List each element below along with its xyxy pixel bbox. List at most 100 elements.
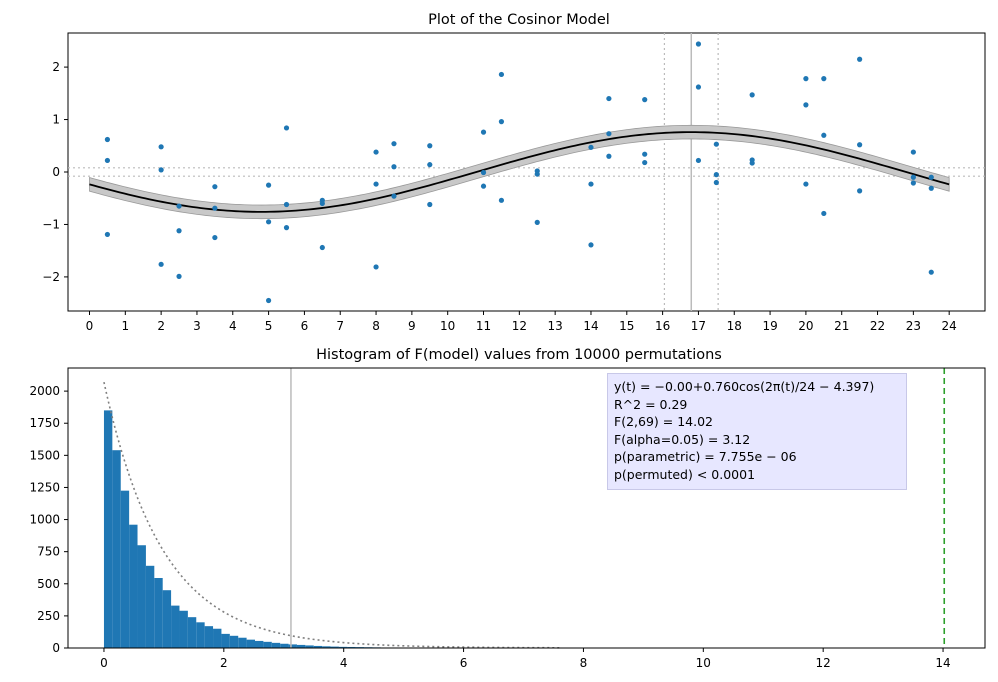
data-point: [910, 180, 916, 186]
x-tick-label: 15: [619, 319, 634, 333]
data-point: [713, 141, 719, 147]
data-point: [158, 144, 164, 150]
histogram-bar: [254, 640, 264, 648]
x-tick-label: 23: [906, 319, 921, 333]
data-point: [857, 56, 863, 62]
histogram-bar: [162, 590, 172, 648]
x-tick-label: 18: [727, 319, 742, 333]
data-point: [803, 102, 809, 108]
histogram-bar: [313, 645, 323, 648]
histogram-bar: [171, 605, 180, 648]
y-tick-label: −2: [42, 270, 60, 284]
histogram-bar: [229, 635, 239, 648]
histogram-bar: [196, 622, 205, 648]
y-tick-label: 1250: [29, 480, 60, 494]
y-tick-label: 1750: [29, 416, 60, 430]
data-point: [821, 76, 827, 82]
x-tick-label: 7: [336, 319, 344, 333]
f-density-curve: [103, 381, 560, 649]
data-point: [821, 132, 827, 138]
x-tick-label: 11: [476, 319, 491, 333]
data-point: [212, 205, 218, 211]
histogram-bar: [221, 633, 230, 648]
data-point: [534, 219, 540, 225]
data-point: [606, 95, 612, 102]
data-point: [642, 97, 648, 103]
x-tick-label: 22: [870, 319, 885, 333]
data-point: [713, 179, 719, 186]
x-tick-label: 13: [548, 319, 563, 333]
data-point: [104, 231, 111, 238]
y-tick-label: 2: [52, 60, 60, 74]
data-point: [373, 181, 379, 187]
histogram-bar: [187, 617, 197, 648]
p-permuted: p(permuted) < 0.0001: [614, 466, 756, 482]
data-point: [283, 201, 290, 208]
y-tick-label: 1: [52, 113, 60, 127]
y-tick-label: −1: [42, 217, 60, 231]
x-tick-label: 10: [696, 656, 711, 670]
data-point: [695, 157, 702, 164]
data-point: [910, 149, 916, 155]
y-tick-label: 250: [37, 609, 60, 623]
data-point: [391, 193, 397, 199]
data-point: [212, 184, 218, 190]
cosinor-y-ticks: −2 −1 0 1 2: [42, 60, 68, 284]
data-point: [910, 174, 916, 180]
cosinor-confidence-band: [89, 124, 950, 220]
x-tick-label: 21: [834, 319, 849, 333]
data-point: [373, 264, 379, 270]
data-point: [265, 297, 272, 304]
f-statistic: F(2,69) = 14.02: [614, 414, 713, 430]
data-point: [588, 242, 594, 248]
histogram-x-ticks: 0 2 4 6 8 10 12 14: [100, 648, 951, 670]
data-point: [480, 183, 487, 189]
histogram-bar: [204, 626, 214, 648]
fit-curve: [89, 131, 950, 213]
model-stats-box: y(t) = −0.00+0.760cos(2π(t)/24 − 4.397) …: [607, 373, 907, 490]
cosinor-fit-curve: [89, 131, 950, 213]
x-tick-label: 2: [220, 656, 228, 670]
x-tick-label: 3: [193, 319, 201, 333]
y-tick-label: 750: [37, 545, 60, 559]
x-tick-label: 17: [691, 319, 706, 333]
cosinor-plot: Plot of the Cosinor Model 0 1 2 3 4 5 6 7 8 9 10 11…: [42, 12, 986, 333]
x-tick-label: 10: [440, 319, 455, 333]
confidence-band: [89, 124, 950, 220]
f-critical: F(alpha=0.05) = 3.12: [614, 431, 751, 447]
model-equation: y(t) = −0.00+0.760cos(2π(t)/24 − 4.397): [614, 379, 875, 394]
x-tick-label: 12: [512, 319, 527, 333]
data-point: [427, 162, 433, 168]
histogram-frame: [67, 367, 986, 649]
data-point: [427, 143, 433, 149]
histogram-bar: [305, 645, 314, 648]
data-point: [319, 200, 325, 207]
data-point: [606, 131, 612, 137]
histogram-bar: [112, 450, 121, 648]
data-point: [391, 164, 397, 170]
permutation-histogram: Histogram of F(model) values from 10000 …: [29, 347, 986, 670]
x-tick-label: 0: [86, 319, 94, 333]
data-point: [642, 151, 648, 157]
data-point: [319, 244, 325, 251]
x-tick-label: 6: [301, 319, 309, 333]
histogram-bar: [103, 410, 113, 648]
data-point: [480, 169, 487, 176]
x-tick-label: 4: [340, 656, 348, 670]
cosinor-data-points: [104, 41, 934, 304]
data-point: [480, 129, 487, 135]
y-tick-label: 500: [37, 577, 60, 591]
x-tick-label: 5: [265, 319, 273, 333]
data-point: [104, 136, 111, 143]
data-point: [928, 174, 934, 180]
data-point: [749, 160, 755, 166]
data-point: [104, 157, 111, 164]
data-point: [821, 210, 827, 217]
histogram-bar: [280, 643, 289, 648]
x-tick-label: 12: [816, 656, 831, 670]
histogram-bar: [137, 545, 146, 648]
y-tick-label: 0: [52, 641, 60, 655]
x-tick-label: 19: [762, 319, 777, 333]
y-tick-label: 0: [52, 165, 60, 179]
